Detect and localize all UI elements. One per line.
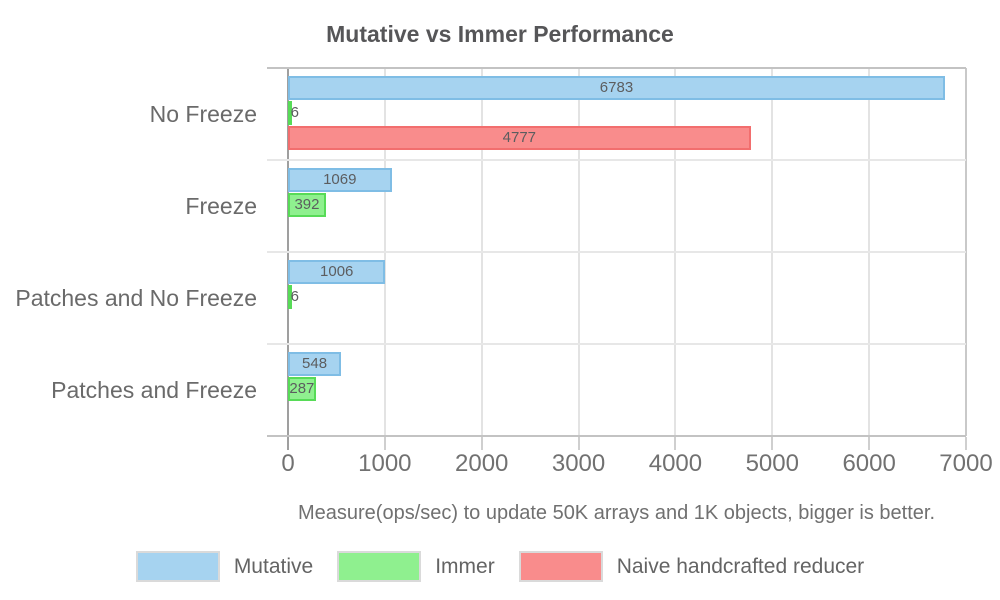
- tick-mark-2000: [480, 437, 483, 450]
- bar-mutative-no-freeze: [288, 76, 945, 100]
- legend-swatch-naive-handcrafted-reducer: [518, 551, 603, 582]
- legend-item-mutative: Mutative: [135, 551, 314, 582]
- bar-immer-patches-and-no-freeze: [288, 285, 292, 309]
- category-label-patches-and-no-freeze: Patches and No Freeze: [15, 284, 257, 311]
- legend-label-mutative: Mutative: [233, 554, 314, 578]
- bar-value-label: 1006: [320, 263, 354, 280]
- x-tick-label-3000: 3000: [551, 450, 606, 477]
- x-tick-label-0: 0: [281, 450, 295, 477]
- tick-mark-7000: [965, 437, 967, 450]
- x-tick-label-2000: 2000: [455, 450, 509, 477]
- x-tick-label-5000: 5000: [745, 450, 799, 477]
- bar-value-label: 6: [290, 288, 299, 305]
- bar-value-label: 548: [302, 355, 328, 372]
- chart-title: Mutative vs Immer Performance: [326, 21, 674, 47]
- band-separator: [267, 343, 966, 345]
- legend-swatch-immer: [337, 551, 422, 582]
- x-tick-label-4000: 4000: [648, 450, 703, 477]
- bar-mutative-patches-and-no-freeze: [288, 260, 386, 284]
- plot-area: 6783 6 4777 1069 392 1006 6 548 287: [267, 67, 967, 450]
- x-tick-label-7000: 7000: [939, 450, 993, 477]
- bar-naive-handcrafted-reducer-no-freeze: [288, 126, 751, 150]
- bar-immer-patches-and-freeze: [288, 377, 316, 401]
- band-separator: [267, 159, 966, 161]
- bar-value-label: 4777: [502, 129, 537, 146]
- bar-value-label: 6: [290, 104, 299, 121]
- axis-caption: Measure(ops/sec) to update 50K arrays an…: [297, 502, 936, 524]
- category-label-no-freeze: No Freeze: [149, 100, 257, 127]
- tick-mark-6000: [868, 437, 871, 450]
- bar-mutative-patches-and-freeze: [288, 352, 342, 376]
- tick-mark-4000: [674, 437, 677, 450]
- legend: Mutative Immer Naive handcrafted reducer: [0, 551, 1000, 582]
- legend-label-naive-handcrafted-reducer: Naive handcrafted reducer: [616, 554, 865, 578]
- bar-value-label: 6783: [599, 79, 634, 96]
- legend-swatch-mutative: [135, 551, 220, 582]
- bar-mutative-freeze: [288, 168, 392, 192]
- plot-bottom-border: [267, 435, 966, 437]
- bar-immer-freeze: [288, 193, 326, 217]
- plot-top-border: [267, 67, 966, 69]
- zero-axis-line: [287, 68, 289, 450]
- legend-item-naive-handcrafted-reducer: Naive handcrafted reducer: [518, 551, 865, 582]
- band-separator: [267, 251, 966, 253]
- x-tick-label-1000: 1000: [358, 450, 412, 477]
- tick-mark-3000: [577, 437, 580, 450]
- category-label-freeze: Freeze: [185, 192, 257, 219]
- bar-value-label: 392: [294, 196, 320, 213]
- tick-mark-5000: [771, 437, 774, 450]
- tick-mark-1000: [383, 437, 386, 450]
- bar-value-label: 1069: [323, 171, 357, 188]
- bar-immer-no-freeze: [288, 101, 292, 125]
- gridline-x-7000: [965, 68, 967, 436]
- legend-item-immer: Immer: [337, 551, 495, 582]
- x-tick-label-6000: 6000: [842, 450, 896, 477]
- bar-value-label: 287: [289, 380, 315, 397]
- legend-label-immer: Immer: [435, 554, 495, 578]
- category-label-patches-and-freeze: Patches and Freeze: [51, 376, 257, 403]
